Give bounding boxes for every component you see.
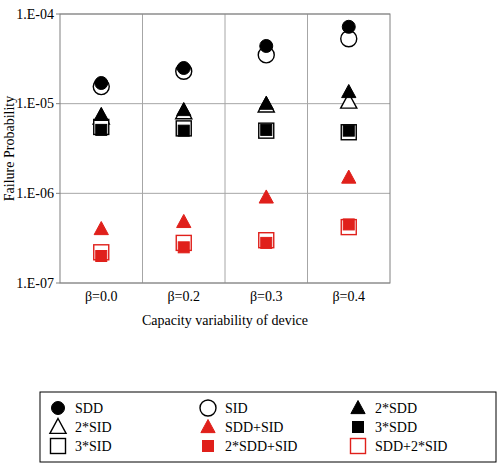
data-point bbox=[341, 125, 356, 140]
legend-label: SDD+SID bbox=[225, 420, 283, 435]
data-point bbox=[261, 237, 272, 248]
y-tick-label: 1.E-06 bbox=[16, 186, 54, 201]
y-tick-label: 1.E-04 bbox=[16, 7, 54, 22]
x-tick-label: β=0.3 bbox=[250, 289, 283, 304]
data-point bbox=[259, 96, 273, 109]
data-point bbox=[95, 77, 108, 90]
x-axis-label: Capacity variability of device bbox=[142, 313, 308, 328]
y-tick-label: 1.E-05 bbox=[16, 96, 54, 111]
data-point bbox=[261, 124, 272, 135]
data-point bbox=[342, 20, 355, 33]
legend-marker bbox=[353, 422, 364, 433]
data-point bbox=[177, 61, 190, 74]
x-tick-label: β=0.4 bbox=[332, 289, 365, 304]
data-point bbox=[178, 242, 189, 253]
legend-marker bbox=[50, 419, 66, 434]
y-axis-label: Failure Probability bbox=[2, 96, 17, 201]
data-point bbox=[343, 219, 354, 230]
plot-frame bbox=[60, 14, 390, 283]
legend-marker bbox=[51, 439, 66, 454]
y-tick bbox=[56, 103, 60, 104]
legend-label: 3*SID bbox=[75, 439, 112, 454]
legend-label: SDD+2*SID bbox=[375, 439, 447, 454]
legend: SDD SID 2*SDD 2*SID SDD+SID 3*SDD 3*SID 2*SDD+S… bbox=[40, 392, 496, 462]
legend-label: SID bbox=[225, 401, 248, 416]
data-point bbox=[259, 190, 273, 203]
category-separator bbox=[225, 14, 226, 283]
legend-label: 3*SDD bbox=[375, 420, 417, 435]
data-point bbox=[259, 123, 274, 138]
data-point bbox=[342, 170, 356, 183]
data-point bbox=[177, 214, 191, 227]
data-point bbox=[96, 124, 107, 135]
legend-marker bbox=[351, 401, 365, 414]
data-point bbox=[176, 121, 191, 136]
data-point bbox=[94, 119, 109, 134]
data-point bbox=[259, 233, 274, 248]
x-tick-label: β=0.0 bbox=[85, 289, 118, 304]
y-tick bbox=[56, 14, 60, 15]
legend-marker bbox=[200, 400, 216, 416]
data-point bbox=[343, 125, 354, 136]
legend-label: 2*SDD+SID bbox=[225, 439, 297, 454]
legend-marker bbox=[201, 420, 215, 433]
y-tick bbox=[56, 283, 60, 284]
legend-marker bbox=[52, 402, 65, 415]
legend-label: 2*SDD bbox=[375, 401, 417, 416]
data-point bbox=[260, 39, 273, 52]
legend-label: 2*SID bbox=[75, 420, 112, 435]
data-point bbox=[94, 222, 108, 235]
y-tick-label: 1.E-07 bbox=[16, 276, 54, 291]
legend-marker bbox=[351, 439, 366, 454]
data-point bbox=[341, 220, 356, 235]
category-separator bbox=[142, 14, 143, 283]
y-tick bbox=[56, 193, 60, 194]
markers bbox=[93, 20, 357, 261]
data-point bbox=[258, 97, 274, 112]
legend-box bbox=[40, 392, 496, 462]
data-point bbox=[178, 125, 189, 136]
data-point bbox=[177, 102, 191, 115]
legend-label: SDD bbox=[75, 401, 103, 416]
x-tick-label: β=0.2 bbox=[167, 289, 200, 304]
chart: 1.E-07 1.E-06 1.E-05 1.E-04 β=0.0 β=0.2 β=0.3 β… bbox=[0, 0, 500, 467]
legend-marker bbox=[203, 441, 214, 452]
data-point bbox=[96, 251, 107, 262]
data-point bbox=[94, 107, 108, 120]
category-separator bbox=[307, 14, 308, 283]
data-point bbox=[342, 84, 356, 97]
